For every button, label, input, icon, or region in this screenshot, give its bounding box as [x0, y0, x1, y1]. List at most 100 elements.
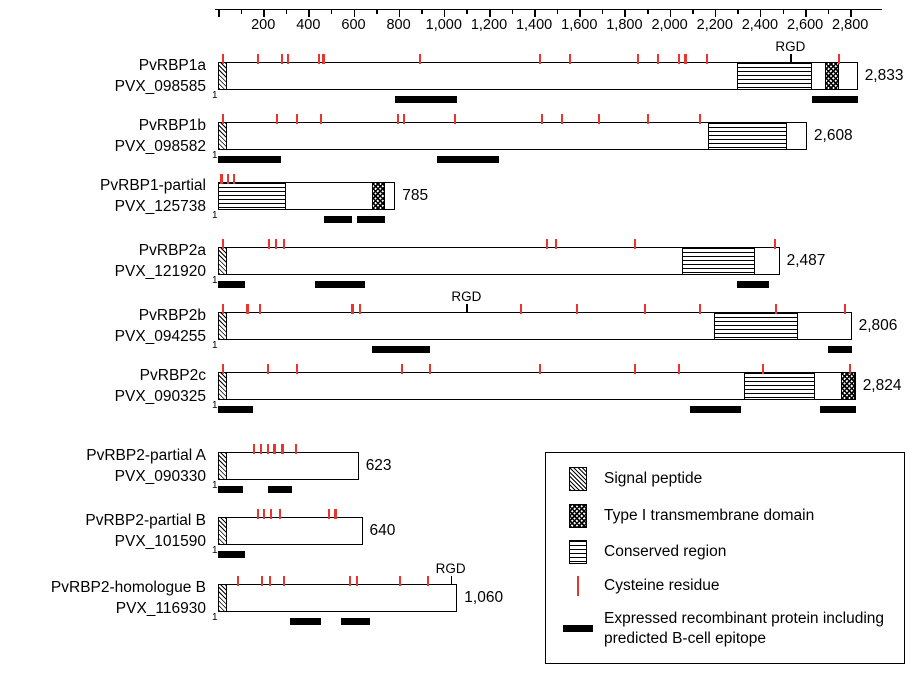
cysteine-tick [643, 304, 646, 314]
protein-gene-id: PVX_121920 [114, 263, 206, 280]
cysteine-tick [232, 174, 235, 184]
expressed-protein-bar [341, 618, 371, 625]
transmembrane-domain [371, 182, 385, 210]
cysteine-tick [296, 364, 299, 374]
cysteine-tick [773, 239, 776, 249]
protein-gene-id: PVX_090325 [114, 388, 206, 405]
ruler-major-tick [579, 9, 581, 17]
cysteine-tick [699, 114, 702, 124]
protein-label: PvRBP1a PVX_098585 [0, 55, 206, 97]
ruler-minor-tick [240, 9, 243, 14]
expressed-protein-bar [218, 406, 253, 413]
ruler-tick-label: 1,200 [470, 17, 508, 33]
protein-length-label: 2,487 [786, 252, 826, 269]
rgd-label: RGD [435, 561, 466, 576]
conserved-region-icon [569, 539, 587, 564]
cysteine-tick [519, 304, 522, 314]
cysteine-tick [319, 114, 322, 124]
cysteine-tick [294, 444, 298, 454]
transmembrane-domain [825, 62, 839, 90]
expressed-protein-bar [315, 281, 365, 288]
origin-label: 1 [212, 545, 218, 556]
ruler-major-tick [443, 9, 446, 17]
ruler-major-tick [624, 9, 626, 17]
expressed-protein-bar [218, 486, 243, 493]
conserved-region [682, 247, 756, 275]
conserved-region [744, 372, 816, 400]
ruler-major-tick [714, 9, 717, 17]
cysteine-icon [576, 576, 580, 597]
origin-label: 1 [212, 340, 218, 351]
cysteine-tick [657, 54, 660, 64]
transmembrane-domain [840, 372, 856, 400]
cysteine-tick [677, 364, 680, 374]
protein-name: PvRBP2b [138, 307, 206, 324]
ruler-minor-tick [827, 9, 830, 14]
protein-gene-id: PVX_098585 [114, 78, 206, 95]
protein-label: PvRBP2a PVX_121920 [0, 240, 206, 282]
protein-length-label: 2,806 [858, 317, 898, 334]
cysteine-tick [774, 304, 777, 314]
ruler-major-tick [218, 9, 220, 17]
ruler-minor-tick [692, 9, 694, 14]
cysteine-tick [541, 114, 544, 124]
cysteine-tick [322, 54, 325, 64]
ruler-tick-label: 2,200 [696, 17, 733, 33]
protein-gene-id: PVX_125738 [114, 198, 206, 215]
cysteine-tick [274, 239, 277, 249]
ruler-minor-tick [737, 9, 739, 14]
cysteine-tick [280, 54, 284, 64]
cysteine-tick [427, 576, 430, 586]
ruler-major-tick [850, 9, 852, 17]
cysteine-tick [266, 444, 269, 454]
origin-label: 1 [212, 612, 218, 623]
signal-peptide-icon [569, 467, 587, 492]
cysteine-tick [282, 239, 286, 249]
cysteine-tick [538, 54, 541, 64]
expressed-protein-bar [290, 618, 321, 625]
rgd-tick [466, 304, 468, 312]
cysteine-tick [597, 114, 600, 124]
cysteine-tick [273, 444, 276, 454]
cysteine-tick [637, 54, 640, 64]
cysteine-tick [351, 304, 354, 314]
rgd-label: RGD [775, 39, 806, 54]
ruler-minor-tick [376, 9, 378, 14]
cysteine-tick [334, 509, 337, 519]
legend-box: Signal peptide Type I transmembrane domai… [545, 452, 905, 664]
cysteine-tick [419, 54, 422, 64]
conserved-region [737, 62, 812, 90]
protein-label: PvRBP2-partial B PVX_101590 [0, 510, 206, 552]
ruler-major-tick [534, 9, 536, 17]
legend-item-transmembrane: Type I transmembrane domain [548, 503, 902, 528]
origin-label: 1 [212, 150, 218, 161]
protein-gene-id: PVX_101590 [114, 533, 206, 550]
ruler-tick-label: 1,400 [515, 17, 553, 33]
ruler-major-tick [308, 9, 310, 17]
ruler-minor-tick [511, 9, 514, 14]
ruler-tick-label: 1,000 [425, 17, 462, 33]
cysteine-tick [296, 114, 299, 124]
transmembrane-swatch [558, 503, 598, 528]
legend-item-expressed-protein: Expressed recombinant protein including … [548, 609, 902, 649]
legend-label: Signal peptide [604, 470, 703, 488]
signal-peptide-region [218, 517, 227, 545]
signal-peptide-region [218, 122, 227, 150]
origin-label: 1 [212, 275, 218, 286]
cysteine-tick [266, 364, 269, 374]
cysteine-tick [355, 576, 359, 586]
cysteine-tick [677, 54, 680, 64]
cysteine-tick [327, 509, 330, 519]
ruler-tick-label: 600 [341, 17, 366, 33]
ruler-minor-tick [556, 9, 559, 14]
cysteine-tick [221, 239, 224, 249]
cysteine-tick [561, 114, 564, 124]
expressed-protein-bar [218, 281, 246, 288]
expressed-protein-swatch [558, 625, 598, 633]
protein-bar [218, 452, 359, 480]
ruler-major-tick [398, 9, 401, 17]
cysteine-tick [282, 576, 285, 586]
ruler-major-tick [353, 9, 356, 17]
protein-name: PvRBP1a [138, 57, 206, 74]
